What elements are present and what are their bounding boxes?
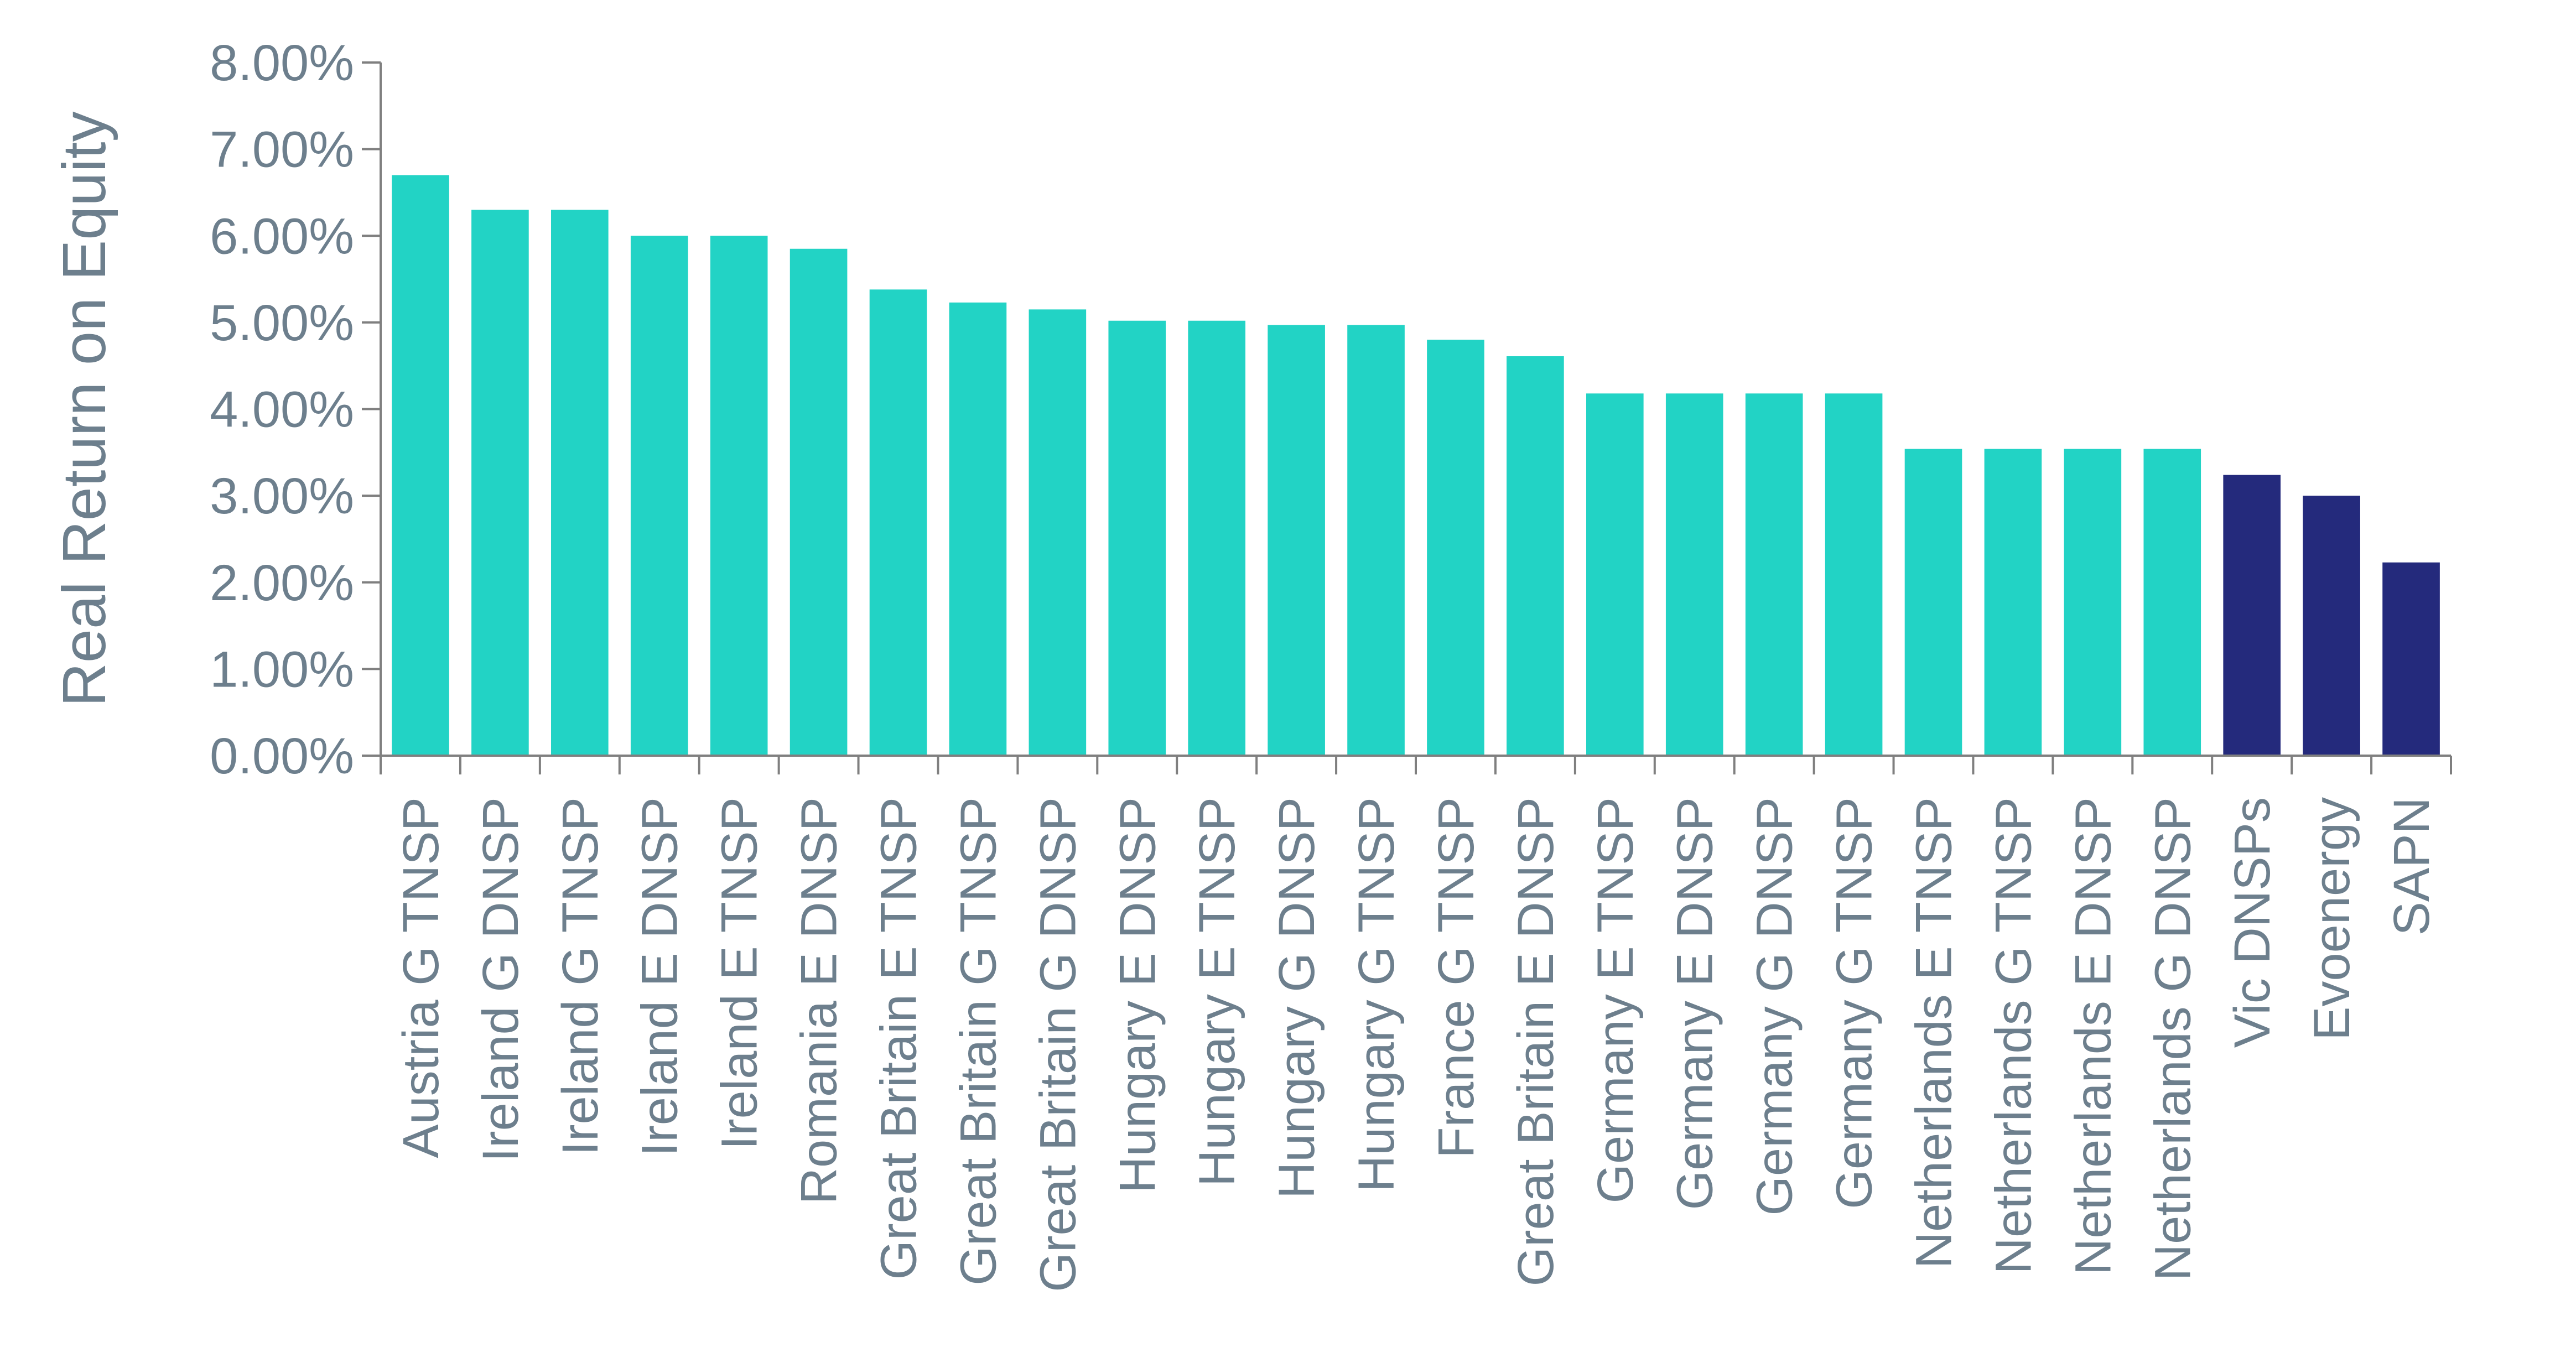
bar	[1825, 393, 1883, 756]
bar	[1427, 340, 1484, 756]
x-tick-label: Hungary G DNSP	[1269, 797, 1325, 1199]
x-tick-label: Ireland E TNSP	[711, 797, 768, 1150]
y-tick-label: 3.00%	[210, 468, 354, 524]
x-tick-label: Ireland E DNSP	[632, 797, 688, 1156]
bar	[2064, 449, 2122, 756]
x-tick-label: Great Britain E DNSP	[1508, 797, 1564, 1287]
y-tick-label: 2.00%	[210, 555, 354, 611]
y-tick-label: 4.00%	[210, 382, 354, 438]
x-tick-label: Netherlands E TNSP	[1906, 797, 1962, 1268]
y-axis-title: Real Return on Equity	[50, 111, 118, 706]
x-tick-label: SAPN	[2383, 797, 2440, 936]
x-tick-label: Great Britain E TNSP	[871, 797, 927, 1280]
bar	[1745, 393, 1803, 756]
bar	[2223, 475, 2281, 756]
bar	[1029, 309, 1087, 756]
bar	[1507, 356, 1564, 756]
bar	[869, 289, 927, 756]
x-axis-labels: Austria G TNSP Ireland G DNSP Ireland G TN…	[393, 797, 2440, 1292]
x-tick-label: Germany G DNSP	[1747, 797, 1803, 1216]
bar	[2143, 449, 2201, 756]
bar	[1268, 325, 1325, 756]
y-tick-label: 8.00%	[210, 35, 354, 91]
x-axis-ticks	[380, 756, 2452, 774]
y-tick-label: 7.00%	[210, 122, 354, 178]
bar	[1586, 393, 1644, 756]
x-tick-label: Hungary G TNSP	[1348, 797, 1405, 1192]
x-tick-label: Great Britain G DNSP	[1030, 797, 1086, 1292]
x-tick-label: Austria G TNSP	[393, 797, 449, 1158]
bar	[1347, 325, 1405, 756]
x-tick-label: Great Britain G TNSP	[950, 797, 1006, 1286]
bar	[1984, 449, 2042, 756]
bar	[790, 248, 848, 756]
bar	[710, 236, 768, 756]
bar	[471, 210, 529, 756]
x-tick-label: France G TNSP	[1428, 797, 1484, 1158]
y-axis-title-group: Real Return on Equity	[50, 111, 118, 706]
bar	[1108, 320, 1166, 756]
y-tick-label: 5.00%	[210, 295, 354, 351]
y-tick-label: 1.00%	[210, 641, 354, 698]
bar	[1665, 393, 1723, 756]
bar	[630, 236, 688, 756]
x-tick-label: Germany G TNSP	[1826, 797, 1883, 1209]
bars	[392, 175, 2440, 756]
x-tick-label: Germany E DNSP	[1667, 797, 1723, 1210]
y-tick-label: 0.00%	[210, 728, 354, 784]
y-tick-label: 6.00%	[210, 208, 354, 264]
bar	[392, 175, 449, 756]
x-tick-label: Netherlands G TNSP	[1985, 797, 2042, 1274]
bar	[550, 210, 609, 756]
bar	[2303, 496, 2360, 756]
bar	[949, 302, 1007, 756]
x-tick-label: Germany E TNSP	[1587, 797, 1644, 1204]
bar	[1904, 449, 1962, 756]
y-axis-ticks: 0.00% 1.00% 2.00% 3.00% 4.00% 5.00% 6.00% 7.00%…	[210, 35, 381, 784]
x-tick-label: Vic DNSPs	[2224, 797, 2281, 1048]
x-tick-label: Hungary E TNSP	[1189, 797, 1245, 1187]
x-tick-label: Ireland G DNSP	[472, 797, 529, 1162]
x-tick-label: Romania E DNSP	[791, 797, 848, 1204]
x-tick-label: Ireland G TNSP	[552, 797, 609, 1156]
x-tick-label: Netherlands E DNSP	[2065, 797, 2121, 1275]
x-tick-label: Hungary E DNSP	[1109, 797, 1166, 1193]
x-tick-label: Evoenergy	[2304, 797, 2360, 1041]
bar	[1188, 320, 1246, 756]
bar	[2382, 562, 2440, 756]
x-tick-label: Netherlands G DNSP	[2144, 797, 2201, 1281]
